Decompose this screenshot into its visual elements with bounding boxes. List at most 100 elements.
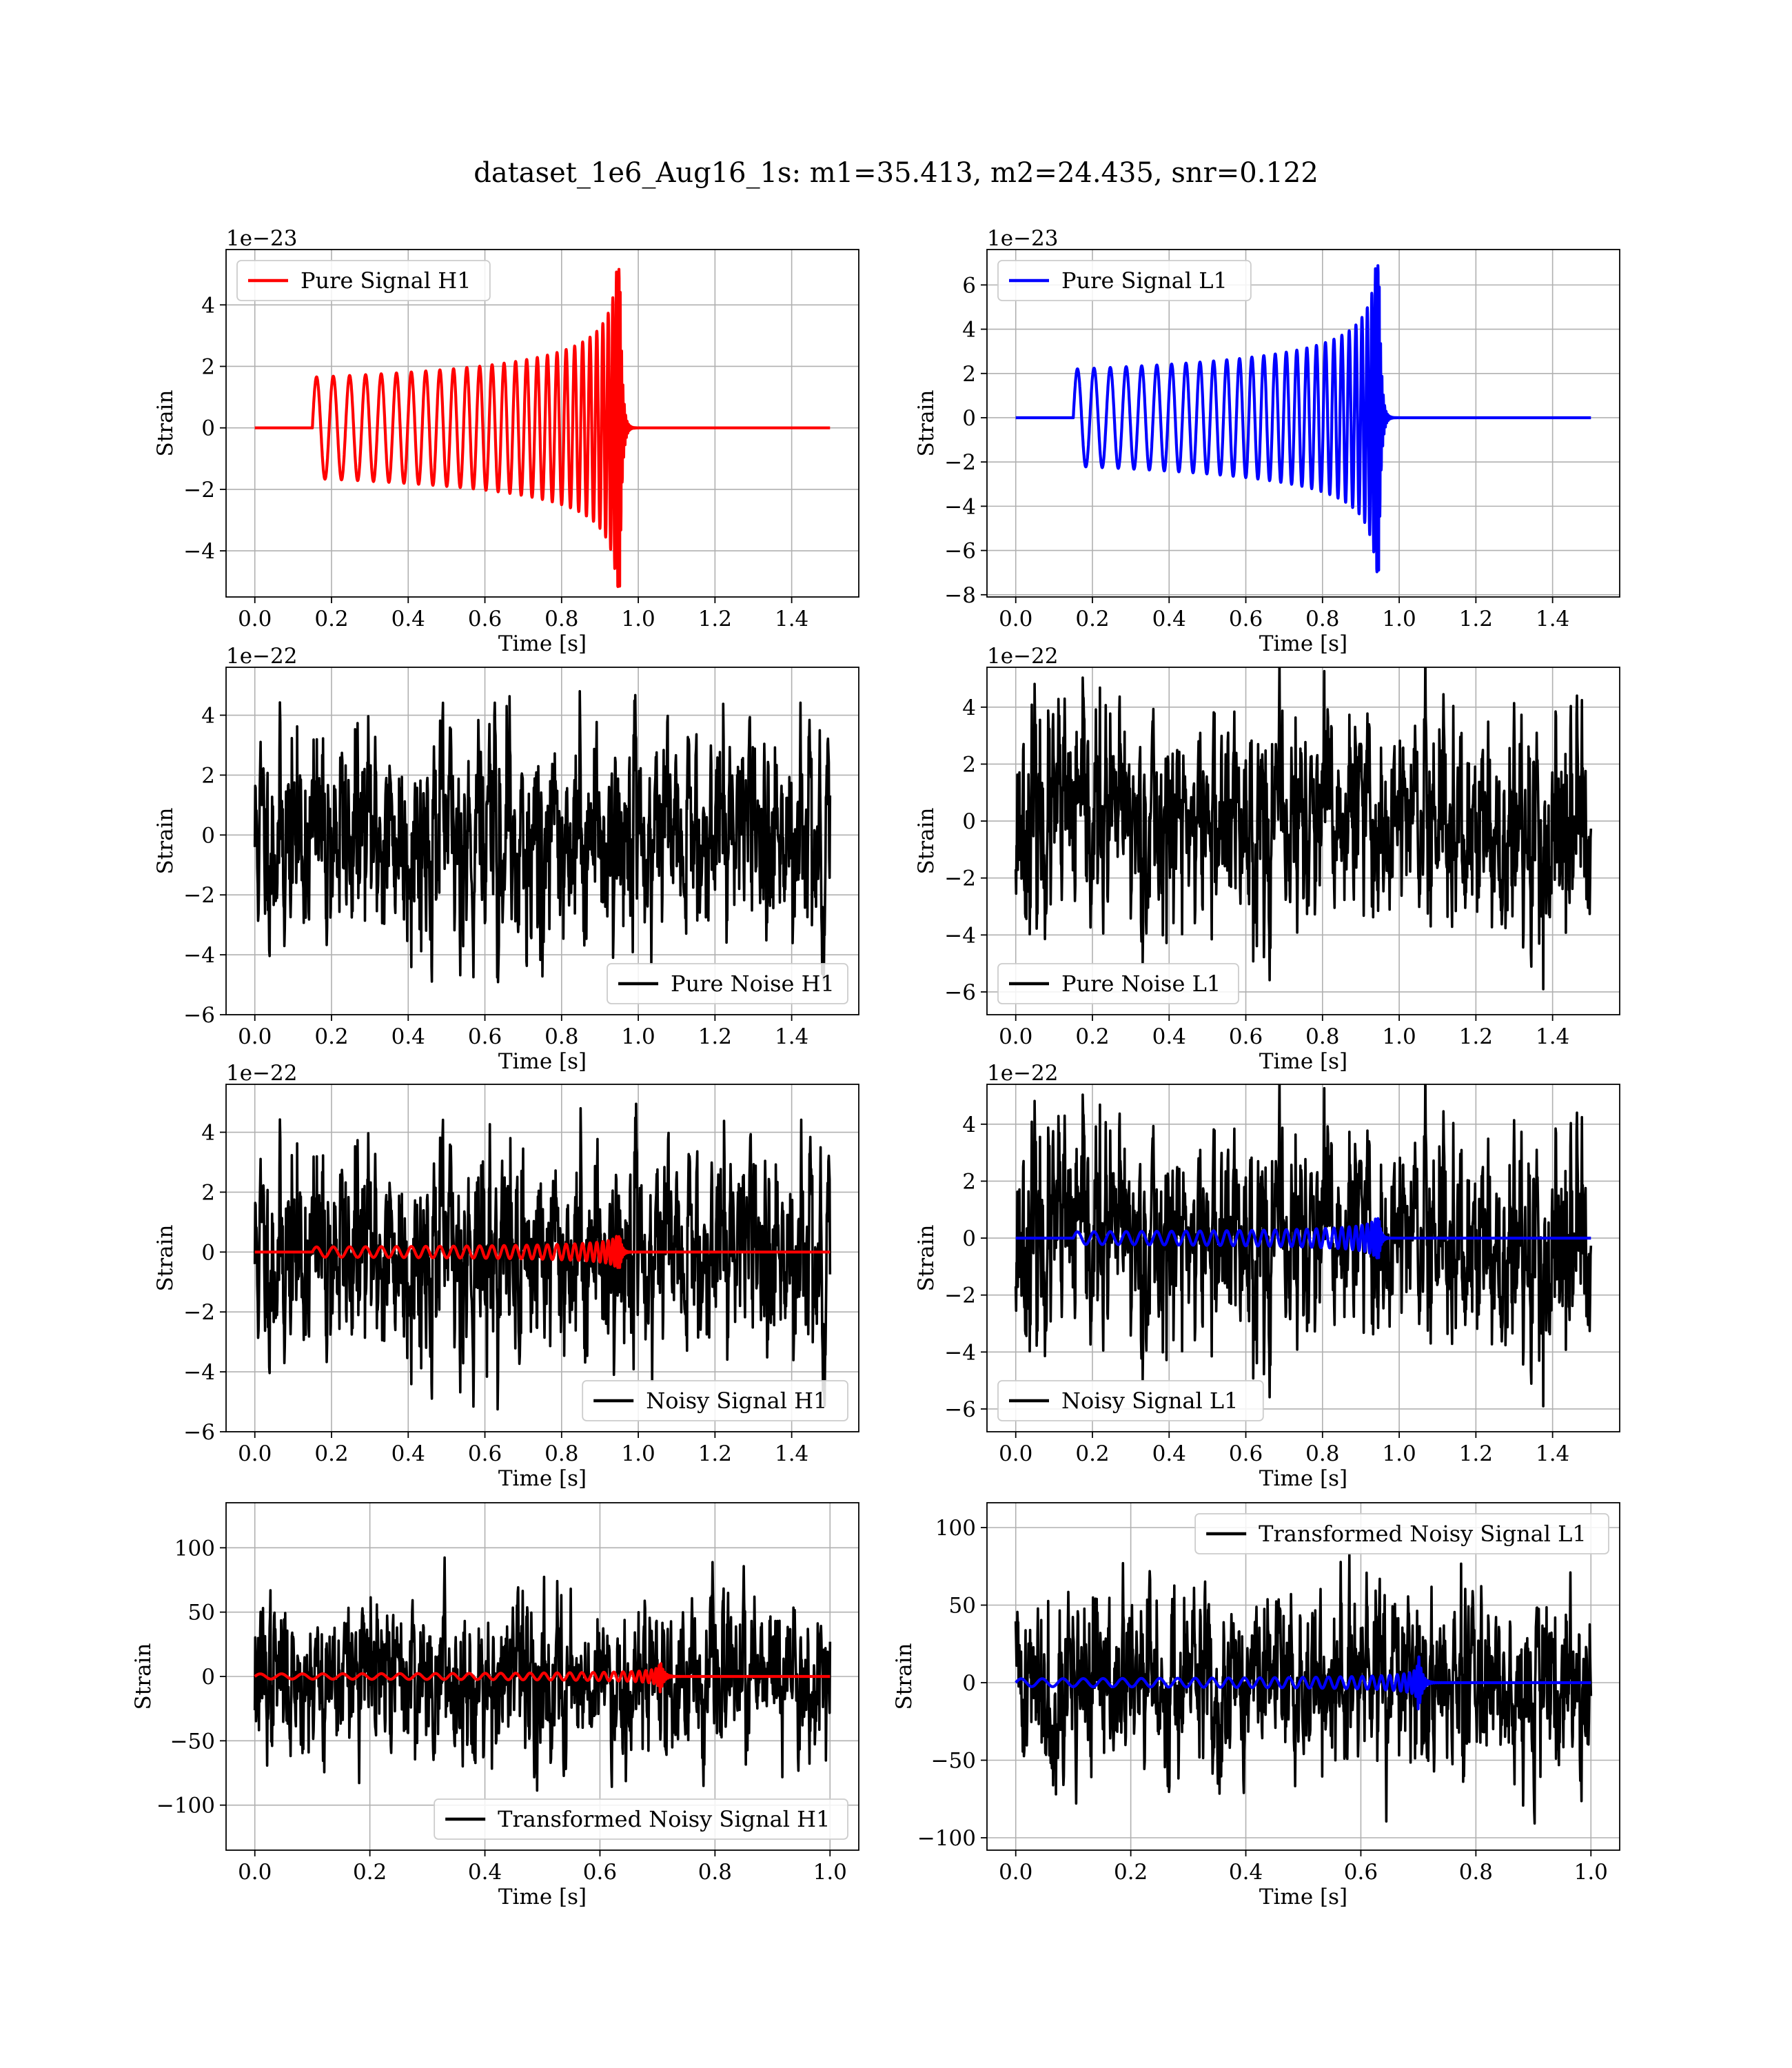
x-tick-label: 1.0 — [1382, 607, 1416, 631]
x-axis-label: Time [s] — [1259, 631, 1347, 656]
legend-box — [1194, 1513, 1609, 1554]
series-line-p6-0 — [1014, 1084, 1593, 1408]
x-tick-label: 1.2 — [698, 1024, 732, 1049]
series-line-p5-0 — [253, 1102, 832, 1411]
y-tick-label: 0 — [962, 1226, 976, 1251]
y-tick-label: 0 — [962, 1671, 976, 1696]
x-tick-label: 0.4 — [391, 607, 425, 631]
series-line-p1-0 — [253, 267, 832, 589]
legend-box — [997, 1380, 1264, 1421]
x-tick-label: 0.0 — [238, 607, 272, 631]
x-tick-label: 1.4 — [775, 1441, 808, 1466]
x-tick-label: 1.0 — [1382, 1441, 1416, 1466]
y-tick-label: 6 — [962, 273, 976, 298]
y-axis-label: Strain — [914, 390, 939, 457]
y-tick-label: −6 — [944, 1397, 976, 1422]
x-tick-label: 1.2 — [1459, 1441, 1493, 1466]
x-tick-label: 0.0 — [999, 607, 1032, 631]
x-tick-label: 0.6 — [583, 1860, 617, 1885]
y-tick-label: 2 — [962, 362, 976, 387]
x-tick-label: 0.6 — [1344, 1860, 1378, 1885]
y-tick-label: 2 — [962, 752, 976, 777]
y-tick-label: −6 — [183, 1003, 215, 1028]
y-axis-label: Strain — [131, 1643, 156, 1710]
x-tick-label: 0.2 — [1114, 1860, 1148, 1885]
y-tick-label: −8 — [944, 583, 976, 608]
y-tick-label: 0 — [962, 406, 976, 431]
x-tick-label: 1.4 — [1536, 607, 1569, 631]
series-line-p2-0 — [1014, 264, 1593, 574]
y-tick-label: −50 — [931, 1749, 976, 1774]
legend: Pure Signal L1 — [997, 260, 1252, 301]
x-tick-label: 0.6 — [1229, 607, 1263, 631]
legend: Noisy Signal L1 — [997, 1380, 1264, 1421]
legend: Pure Signal H1 — [236, 260, 491, 301]
y-tick-label: −4 — [183, 539, 215, 564]
legend-box — [997, 260, 1252, 301]
x-tick-label: 0.6 — [468, 607, 502, 631]
series-line-p5-1 — [253, 1235, 832, 1269]
x-tick-label: 0.8 — [1305, 1441, 1339, 1466]
offset-text: 1e−23 — [987, 226, 1059, 251]
y-tick-label: 4 — [201, 1121, 215, 1146]
legend-label: Noisy Signal L1 — [1061, 1388, 1239, 1414]
x-tick-label: 0.4 — [1152, 1024, 1186, 1049]
y-tick-label: −2 — [183, 883, 215, 908]
x-axis-label: Time [s] — [498, 631, 587, 656]
x-tick-label: 0.4 — [1152, 1441, 1186, 1466]
x-tick-label: 1.4 — [1536, 1024, 1569, 1049]
x-tick-label: 1.0 — [813, 1860, 847, 1885]
x-tick-label: 0.0 — [238, 1441, 272, 1466]
y-tick-label: −4 — [944, 923, 976, 948]
series-line-p7-0 — [253, 1556, 832, 1792]
y-tick-label: −6 — [944, 539, 976, 564]
offset-text: 1e−22 — [987, 644, 1059, 669]
x-axis-label: Time [s] — [498, 1049, 587, 1074]
x-tick-label: 0.8 — [544, 607, 578, 631]
x-tick-label: 0.2 — [314, 1024, 348, 1049]
x-tick-label: 0.0 — [238, 1860, 272, 1885]
axes-frame — [986, 249, 1620, 598]
y-axis-label: Strain — [892, 1643, 917, 1710]
legend-box — [607, 963, 848, 1004]
legend-label: Pure Signal L1 — [1061, 267, 1228, 294]
x-tick-label: 1.2 — [698, 1441, 732, 1466]
y-tick-label: −2 — [944, 1284, 976, 1308]
y-axis-label: Strain — [153, 808, 178, 875]
y-tick-label: −100 — [917, 1826, 976, 1851]
y-tick-label: −4 — [183, 943, 215, 968]
subplot-p2: 0.0 0.2 0.4 0.6 0.8 1.0 1.2 1.4 −8 −6 −4 −2 0 2 4 6 1e−2… — [914, 226, 1620, 656]
offset-text: 1e−22 — [226, 644, 298, 669]
legend-box — [236, 260, 491, 301]
legend-label: Transformed Noisy Signal L1 — [1259, 1521, 1587, 1547]
y-tick-label: 4 — [201, 704, 215, 729]
x-tick-label: 0.6 — [468, 1441, 502, 1466]
y-tick-label: 0 — [962, 809, 976, 834]
y-tick-label: −6 — [183, 1420, 215, 1445]
y-tick-label: 50 — [188, 1601, 215, 1625]
legend-box — [582, 1380, 848, 1421]
y-tick-label: 0 — [201, 1240, 215, 1265]
y-tick-label: −6 — [944, 980, 976, 1005]
series-line-p8-0 — [1014, 1553, 1593, 1825]
y-axis-label: Strain — [914, 1225, 939, 1292]
offset-text: 1e−22 — [987, 1061, 1059, 1086]
x-axis-label: Time [s] — [498, 1885, 587, 1909]
y-tick-label: 100 — [935, 1516, 976, 1541]
y-tick-label: 2 — [962, 1169, 976, 1194]
legend-label: Pure Noise L1 — [1061, 971, 1221, 997]
x-tick-label: 0.4 — [1152, 607, 1186, 631]
y-tick-label: 100 — [174, 1536, 215, 1561]
y-tick-label: 0 — [201, 1665, 215, 1690]
x-axis-label: Time [s] — [1259, 1885, 1347, 1909]
legend: Transformed Noisy Signal L1 — [1194, 1513, 1609, 1554]
y-axis-label: Strain — [914, 808, 939, 875]
subplot-p7: 0.0 0.2 0.4 0.6 0.8 1.0 −100 −50 0 50 100 Time [s] S… — [131, 1502, 859, 1909]
x-tick-label: 1.2 — [698, 607, 732, 631]
y-tick-label: 0 — [201, 416, 215, 441]
series-line-p7-1 — [253, 1662, 832, 1694]
subplot-p8: 0.0 0.2 0.4 0.6 0.8 1.0 −100 −50 0 50 100 Time [s] S… — [892, 1502, 1620, 1909]
legend: Transformed Noisy Signal H1 — [434, 1798, 848, 1840]
legend: Noisy Signal H1 — [582, 1380, 848, 1421]
